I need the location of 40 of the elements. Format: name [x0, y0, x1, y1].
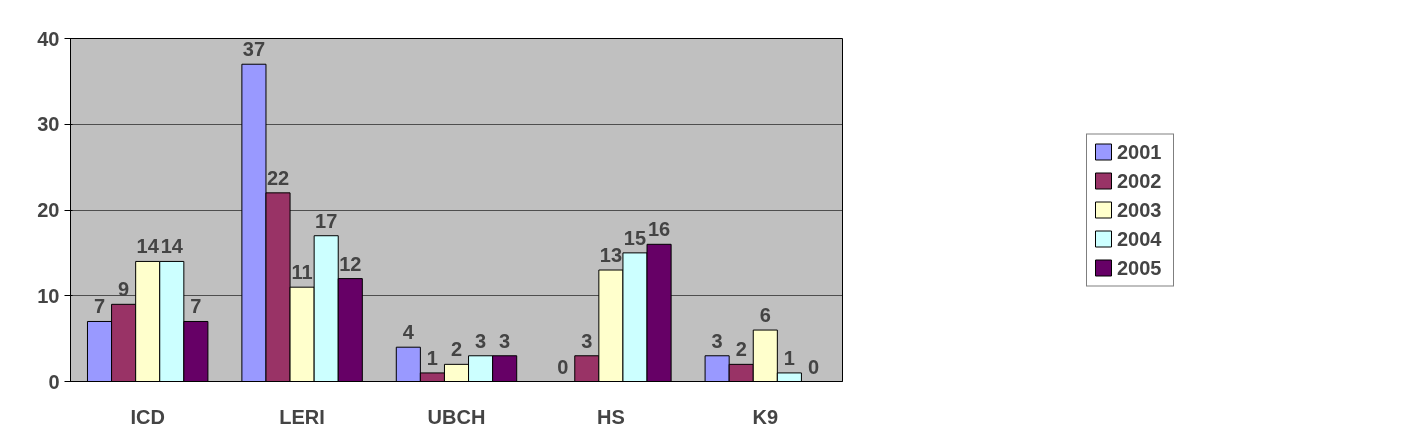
y-tick-label: 20 — [37, 199, 60, 221]
x-tick-label: UBCH — [427, 405, 486, 428]
data-label: 7 — [93, 295, 106, 318]
legend-label: 2002 — [1117, 169, 1163, 192]
data-label: 2 — [450, 338, 463, 361]
legend-label: 2005 — [1117, 256, 1163, 279]
data-label: 11 — [291, 261, 313, 284]
y-tick-label: 10 — [37, 284, 60, 307]
x-tick-label: HS — [597, 405, 625, 428]
data-label: 15 — [623, 226, 647, 249]
data-label: 17 — [315, 209, 338, 232]
data-label: 4 — [402, 321, 415, 344]
data-label: 14 — [136, 235, 160, 258]
data-label: 13 — [599, 244, 623, 267]
data-label: 6 — [759, 304, 771, 327]
data-label: 12 — [339, 252, 362, 275]
data-label: 16 — [647, 218, 671, 241]
legend-label: 2003 — [1117, 198, 1163, 221]
x-tick-label: LERI — [279, 405, 325, 428]
legend-label: 2004 — [1117, 227, 1163, 250]
y-tick-label: 0 — [48, 370, 60, 393]
data-label: 3 — [475, 329, 487, 352]
legend-label: 2001 — [1117, 140, 1163, 163]
data-label: 3 — [499, 329, 511, 352]
data-label: 0 — [557, 355, 569, 378]
data-label: 37 — [242, 38, 266, 61]
data-label: 9 — [118, 278, 130, 301]
data-label: 22 — [266, 166, 290, 189]
y-tick-label: 30 — [37, 113, 60, 136]
data-label: 3 — [581, 329, 593, 352]
data-label: 14 — [160, 235, 184, 258]
data-label: 1 — [426, 346, 438, 369]
x-tick-label: K9 — [752, 405, 779, 428]
data-label: 3 — [711, 329, 723, 352]
data-label: 7 — [190, 295, 202, 318]
y-tick-label: 40 — [37, 27, 60, 50]
data-label: 1 — [783, 346, 795, 369]
data-label: 0 — [807, 355, 820, 378]
x-tick-label: ICD — [130, 405, 165, 428]
data-label: 2 — [735, 338, 747, 361]
